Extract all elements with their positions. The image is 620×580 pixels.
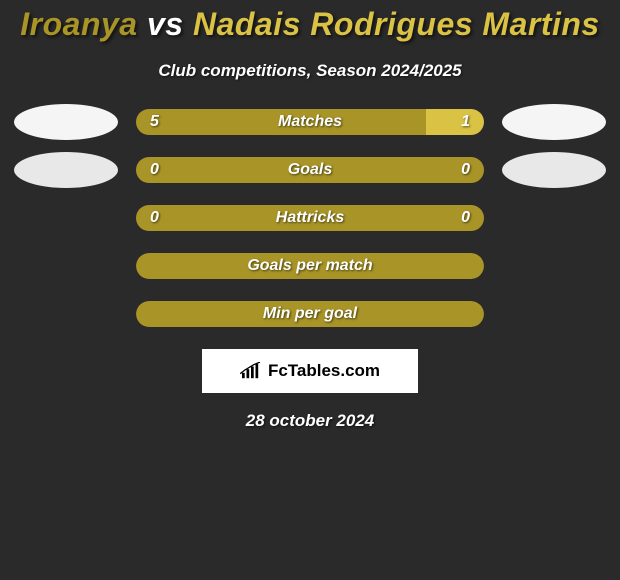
player-a-avatar <box>14 104 118 140</box>
stat-label: Min per goal <box>263 305 357 323</box>
title: Iroanya vs Nadais Rodrigues Martins <box>0 6 620 43</box>
title-player-b: Nadais Rodrigues Martins <box>193 6 600 42</box>
stat-value-a: 0 <box>150 209 159 227</box>
player-a-avatar <box>14 152 118 188</box>
stat-label: Goals <box>288 161 332 179</box>
stat-row-goals-per-match: Goals per match <box>0 253 620 279</box>
stat-bar: 0 0 Hattricks <box>136 205 484 231</box>
subtitle: Club competitions, Season 2024/2025 <box>0 61 620 81</box>
date: 28 october 2024 <box>0 411 620 431</box>
stat-value-a: 0 <box>150 161 159 179</box>
player-b-avatar <box>502 104 606 140</box>
branding-text: FcTables.com <box>268 361 380 381</box>
title-vs: vs <box>138 6 193 42</box>
stat-label: Goals per match <box>247 257 372 275</box>
stat-bar: 0 0 Goals <box>136 157 484 183</box>
stat-label: Matches <box>278 113 342 131</box>
stat-label: Hattricks <box>276 209 344 227</box>
bars-container: 5 1 Matches 0 0 Goals 0 0 Hattricks Goals per mat… <box>0 109 620 327</box>
stat-value-b: 1 <box>461 113 470 131</box>
branding-badge: FcTables.com <box>202 349 418 393</box>
stat-value-b: 0 <box>461 161 470 179</box>
title-player-a: Iroanya <box>20 6 137 42</box>
stat-row-goals: 0 0 Goals <box>0 157 620 183</box>
stat-row-hattricks: 0 0 Hattricks <box>0 205 620 231</box>
stat-bar: Goals per match <box>136 253 484 279</box>
stat-bar: 5 1 Matches <box>136 109 484 135</box>
stat-row-min-per-goal: Min per goal <box>0 301 620 327</box>
player-b-avatar <box>502 152 606 188</box>
stat-row-matches: 5 1 Matches <box>0 109 620 135</box>
chart-icon <box>240 362 262 380</box>
comparison-infographic: Iroanya vs Nadais Rodrigues Martins Club… <box>0 0 620 580</box>
stat-value-a: 5 <box>150 113 159 131</box>
stat-value-b: 0 <box>461 209 470 227</box>
stat-bar: Min per goal <box>136 301 484 327</box>
